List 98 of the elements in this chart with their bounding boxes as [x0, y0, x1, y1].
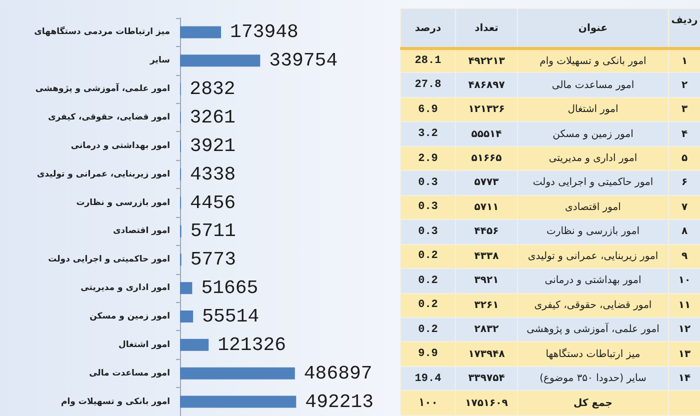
- series-label: درصد: [400, 8, 456, 48]
- data-label: ۳۹۲۱: [456, 268, 518, 294]
- data-label: 4456: [190, 192, 236, 214]
- data-label: 0.3: [400, 170, 456, 196]
- data-label: 0.3: [400, 195, 456, 220]
- data-label: ۵۵۵۱۴: [456, 122, 518, 146]
- data-label: ۳۲۶۱: [456, 293, 518, 318]
- bar: [180, 338, 209, 351]
- data-label: 28.1: [400, 48, 456, 73]
- category-label: سایر (حدودا ۳۵۰ موضوع): [518, 366, 668, 391]
- data-label: ۲: [668, 72, 700, 98]
- category-label: امور حاکمیتی و اجرایی دولت: [518, 170, 668, 196]
- data-label: ۸: [668, 220, 700, 244]
- data-label: ۱۱: [668, 293, 700, 318]
- category-label: امور قضایی، حقوقی، کیفری: [518, 293, 668, 318]
- data-label: ۷: [668, 195, 700, 220]
- data-label: ۴۳۳۸: [456, 244, 518, 269]
- y-tick-label: امور بهداشتی و درمانی: [70, 140, 170, 151]
- data-label: ۴۸۶۸۹۷: [456, 72, 518, 98]
- category-label: امور اداری و مدیریتی: [518, 146, 668, 171]
- data-label: ۲۸۳۲: [456, 317, 518, 342]
- data-label: 51665: [201, 277, 258, 300]
- data-label: 3.2: [400, 122, 456, 146]
- data-label: ۱۲۱۳۲۶: [456, 97, 518, 122]
- text: ردیف: [668, 8, 700, 48]
- data-label: 4338: [190, 163, 236, 186]
- data-label: 173948: [230, 21, 298, 44]
- data-label: 3261: [190, 106, 236, 128]
- data-label: 5773: [190, 248, 236, 271]
- y-tick-label: امور اقتصادی: [112, 226, 170, 236]
- series-label: تعداد: [456, 8, 518, 48]
- data-label: 3921: [190, 134, 236, 157]
- category-label: جمع کل: [518, 390, 668, 416]
- data-label: ۴۴۵۶: [456, 220, 518, 244]
- data-label: ۱۰۰: [400, 390, 456, 416]
- bar: [180, 310, 194, 322]
- text: عنوان: [518, 8, 668, 48]
- data-label: ۵۷۱۱: [456, 195, 518, 220]
- data-label: 2832: [190, 78, 236, 100]
- category-label: امور زمین و مسکن: [518, 122, 668, 146]
- y-tick-label: امور علمی، آموزشی و پژوهشی: [35, 82, 170, 94]
- data-label: 0.2: [400, 317, 456, 342]
- data-label: ۹: [668, 244, 700, 269]
- data-label: 9.9: [400, 342, 456, 366]
- data-label: ۴۹۲۲۱۳: [456, 48, 518, 73]
- bar: [180, 26, 222, 38]
- y-tick-label: امور زمین و مسکن: [90, 312, 170, 322]
- bar: [180, 282, 192, 294]
- category-label: امور بازرسی و نظارت: [518, 220, 668, 244]
- y-tick-label: امور حاکمیتی و اجرایی دولت: [48, 254, 170, 265]
- category-label: امور بانکی و تسهیلات وام: [518, 48, 668, 73]
- data-label: 6.9: [400, 97, 456, 122]
- data-label: 27.8: [400, 72, 456, 98]
- data-label: 0.2: [400, 244, 456, 269]
- category-label: امور علمی، آموزشی و پژوهشی: [518, 317, 668, 342]
- y-tick-label: میز ارتباطات مردمی دستگاههای: [34, 26, 170, 38]
- y-tick-label: امور بانکی و تسهیلات وام: [61, 396, 170, 407]
- data-label: 486897: [304, 362, 372, 384]
- data-label: ۱۲: [668, 317, 700, 342]
- data-label: 5711: [190, 220, 236, 242]
- data-label: 492213: [305, 390, 374, 413]
- category-label: امور مساعدت مالی: [518, 72, 668, 98]
- data-label: 121326: [218, 334, 286, 356]
- bar: [180, 54, 260, 67]
- data-label: ۱۰: [668, 268, 700, 294]
- y-tick-label: سایر: [148, 56, 170, 66]
- bar: [180, 367, 295, 380]
- data-label: ۶: [668, 170, 700, 196]
- data-label: ۵۱۶۶۵: [456, 146, 518, 171]
- category-label: امور بهداشتی و درمانی: [518, 268, 668, 294]
- data-label: ۵: [668, 146, 700, 171]
- data-label: ۱۷۵۱۶۰۹: [456, 390, 518, 416]
- y-tick-label: امور قضایی، حقوقی، کیفری: [48, 112, 170, 122]
- data-label: 0.2: [400, 268, 456, 294]
- data-label: 0.2: [400, 293, 456, 318]
- data-label: ۱۳: [668, 342, 700, 366]
- data-label: ۳: [668, 97, 700, 122]
- category-label: امور اشتغال: [518, 97, 668, 122]
- category-label: امور زیربنایی، عمرانی و تولیدی: [518, 244, 668, 269]
- category-label: امور اقتصادی: [518, 195, 668, 220]
- bar: [180, 396, 296, 408]
- y-tick-label: امور مساعدت مالی: [89, 368, 170, 378]
- y-tick-label: امور اشتغال: [118, 340, 170, 350]
- data-label: ۱۴: [668, 366, 700, 391]
- category-label: میز ارتباطات دستگاهها: [518, 342, 668, 366]
- data-label: ۵۷۷۳: [456, 170, 518, 196]
- data-label: ۳۳۹۷۵۴: [456, 366, 518, 391]
- data-label: 339754: [269, 50, 338, 72]
- data-label: 19.4: [400, 366, 456, 391]
- data-label: 0.3: [400, 220, 456, 244]
- data-label: ۴: [668, 122, 700, 146]
- data-label: ۱۷۳۹۴۸: [456, 342, 518, 366]
- data-label: 2.9: [400, 146, 456, 171]
- data-label: ۱: [668, 48, 700, 73]
- y-tick-label: امور اداری و مدیریتی: [80, 283, 170, 294]
- y-tick-label: امور زیربنایی، عمرانی و تولیدی: [36, 169, 170, 180]
- data-label: 55514: [202, 306, 260, 328]
- y-tick-label: امور بازرسی و نظارت: [76, 198, 170, 208]
